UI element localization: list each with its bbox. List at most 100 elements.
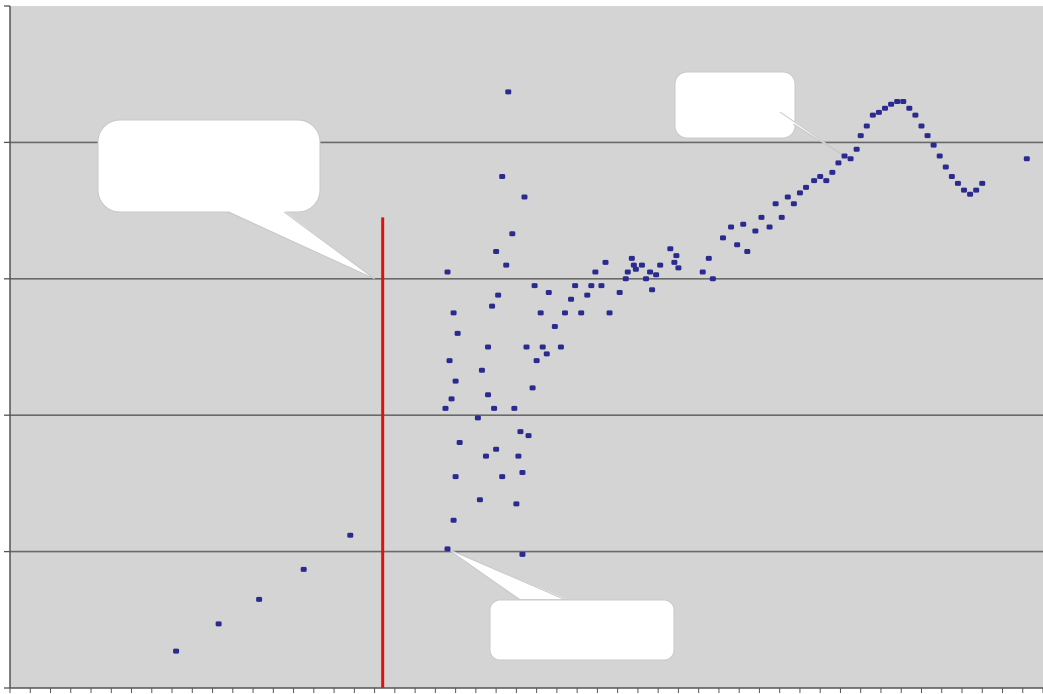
data-point: [847, 156, 854, 162]
data-point: [647, 269, 654, 275]
data-point: [474, 415, 481, 421]
data-point: [942, 164, 949, 170]
data-point: [452, 474, 459, 480]
data-point: [551, 324, 558, 330]
data-point: [454, 330, 461, 336]
data-point: [491, 405, 498, 411]
data-point: [568, 296, 575, 302]
data-point: [173, 648, 180, 654]
callout-box: [97, 119, 321, 213]
data-point: [875, 109, 882, 115]
callout-left-threshold: [97, 119, 375, 280]
data-point: [622, 276, 629, 282]
callout-pointer-edge: [447, 548, 521, 601]
callout-rise-start: [447, 548, 675, 661]
data-points: [173, 89, 1030, 654]
data-point: [699, 269, 706, 275]
data-point: [811, 178, 818, 184]
data-point: [511, 405, 518, 411]
data-point: [740, 221, 747, 227]
data-point: [513, 501, 520, 507]
data-point: [823, 178, 830, 184]
data-point: [817, 174, 824, 179]
callout-peak: [674, 71, 849, 160]
data-point: [602, 259, 609, 265]
data-point: [215, 621, 222, 627]
data-point: [790, 201, 797, 207]
data-point: [606, 310, 613, 316]
data-point: [673, 253, 680, 259]
callout-pointer-edge: [227, 211, 375, 280]
data-point: [744, 249, 751, 255]
data-point: [936, 153, 943, 159]
data-point: [961, 187, 968, 193]
data-point: [578, 310, 585, 316]
data-point: [882, 105, 889, 111]
data-point: [632, 266, 639, 272]
data-point: [671, 259, 678, 265]
data-point: [967, 191, 974, 197]
data-point: [489, 303, 496, 309]
data-point: [493, 249, 500, 255]
data-point: [835, 160, 842, 166]
data-point: [772, 201, 779, 207]
data-point: [778, 214, 785, 220]
data-point: [803, 184, 810, 190]
data-point: [954, 180, 961, 186]
callout-pointer-edge: [447, 548, 567, 601]
data-point: [912, 112, 919, 118]
data-point: [649, 287, 656, 293]
data-point: [505, 89, 512, 95]
callouts: [97, 71, 849, 661]
data-point: [675, 265, 682, 271]
data-point: [347, 532, 354, 538]
data-point: [796, 190, 803, 196]
data-point: [482, 453, 489, 459]
data-point: [657, 262, 664, 268]
data-point: [531, 283, 538, 289]
data-point: [653, 272, 660, 278]
data-point: [493, 446, 500, 452]
data-point: [900, 98, 907, 104]
data-point: [499, 174, 506, 179]
data-point: [667, 246, 674, 252]
data-point: [517, 429, 524, 435]
data-point: [719, 235, 726, 241]
data-point: [1023, 156, 1030, 162]
data-point: [521, 194, 528, 200]
data-point: [588, 283, 595, 289]
data-point: [503, 262, 510, 268]
data-point: [924, 133, 931, 139]
data-point: [450, 517, 457, 523]
data-point: [869, 112, 876, 118]
data-point: [638, 262, 645, 268]
data-point: [444, 269, 451, 275]
data-point: [529, 385, 536, 391]
data-point: [485, 344, 492, 350]
data-point: [705, 255, 712, 261]
axes: [4, 5, 1043, 693]
data-point: [752, 228, 759, 234]
data-point: [857, 133, 864, 139]
data-point: [643, 276, 650, 282]
callout-pointer-edge: [792, 123, 849, 160]
data-point: [784, 194, 791, 200]
data-point: [930, 142, 937, 148]
data-point: [515, 453, 522, 459]
data-point: [495, 292, 502, 298]
data-point: [446, 358, 453, 364]
data-point: [841, 153, 848, 159]
data-point: [476, 497, 483, 503]
data-point: [509, 231, 516, 237]
data-point: [728, 224, 735, 230]
data-point: [863, 123, 870, 129]
data-point: [485, 392, 492, 398]
data-point: [973, 187, 980, 193]
data-point: [628, 255, 635, 261]
data-point: [523, 344, 530, 350]
callout-pointer-edge: [283, 211, 375, 280]
data-point: [561, 310, 568, 316]
data-point: [452, 378, 459, 384]
